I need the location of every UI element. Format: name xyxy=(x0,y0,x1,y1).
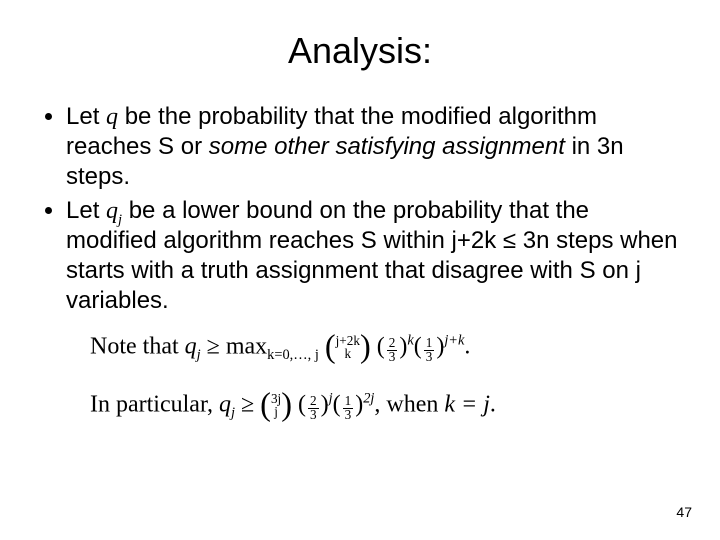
m2-binom: (3jj) xyxy=(260,380,292,432)
b2-pre: Let xyxy=(66,197,106,224)
m1-maxsub: k=0,…, j xyxy=(267,347,319,363)
m2-frac13: 13 xyxy=(343,395,354,421)
m1-frac13: 13 xyxy=(424,337,435,363)
m1-binom-bot: k xyxy=(336,348,360,361)
m1-q: q xyxy=(185,333,197,359)
frac-den: 3 xyxy=(343,409,354,422)
m2-frac23: 23 xyxy=(308,395,319,421)
b2-post: be a lower bound on the probability that… xyxy=(66,197,677,314)
m2-binom-bot: j xyxy=(271,406,281,419)
bullet-list: Let q be the probability that the modifi… xyxy=(40,102,680,316)
m2-lead: In particular, xyxy=(90,391,219,417)
bullet-item-2: Let qj be a lower bound on the probabili… xyxy=(66,196,680,316)
m1-exp-jk: j+k xyxy=(444,332,464,348)
b1-q: q xyxy=(106,104,118,130)
math-line-2: In particular, qj ≥ (3jj) (23)j(13)2j, w… xyxy=(90,380,680,432)
m1-frac23: 23 xyxy=(387,337,398,363)
m1-lead: Note that xyxy=(90,333,185,359)
b1-pre: Let xyxy=(66,103,106,130)
m1-geq: ≥ xyxy=(207,333,220,359)
frac-den: 3 xyxy=(387,351,398,364)
m2-exp-j: j xyxy=(329,390,333,406)
frac-den: 3 xyxy=(424,351,435,364)
b1-italic: some other satisfying assignment xyxy=(209,133,565,160)
math-line-1: Note that qj ≥ maxk=0,…, j (j+2kk) (23)k… xyxy=(90,322,680,374)
m2-cond: k = j xyxy=(444,391,490,417)
m1-max: max xyxy=(226,333,267,359)
b2-q: q xyxy=(106,198,118,224)
m2-q: q xyxy=(219,391,231,417)
page-number: 47 xyxy=(676,504,692,520)
m2-geq: ≥ xyxy=(241,391,254,417)
slide-title: Analysis: xyxy=(40,30,680,72)
m2-qj: j xyxy=(231,405,235,421)
m1-qj: j xyxy=(197,347,201,363)
m1-binom: (j+2kk) xyxy=(325,322,371,374)
m1-exp-k: k xyxy=(407,332,413,348)
m1-period: . xyxy=(464,333,470,359)
bullet-item-1: Let q be the probability that the modifi… xyxy=(66,102,680,192)
m2-when: , when xyxy=(374,391,444,417)
m2-period: . xyxy=(490,391,496,417)
m2-exp-2j: 2j xyxy=(363,390,374,406)
frac-den: 3 xyxy=(308,409,319,422)
